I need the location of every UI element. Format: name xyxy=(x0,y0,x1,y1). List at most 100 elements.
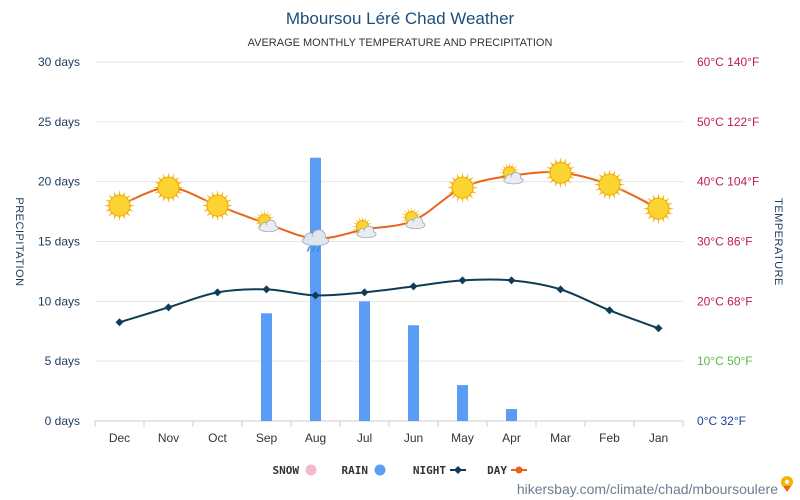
night-point xyxy=(115,318,124,327)
legend-item-snow: SNOW xyxy=(273,464,317,477)
month-label: Sep xyxy=(256,431,278,445)
month-label: Mar xyxy=(550,431,571,445)
sun-disc xyxy=(598,173,621,196)
month-label: Oct xyxy=(208,431,227,445)
left-axis-title: PRECIPITATION xyxy=(13,197,25,286)
cloud-shape xyxy=(258,219,279,233)
chart-title: Mboursou Léré Chad Weather xyxy=(286,9,515,28)
right-tick-label: 30°C 86°F xyxy=(697,235,753,249)
sun-cloud-icon xyxy=(253,209,279,233)
left-tick-label: 0 days xyxy=(45,414,80,428)
sun-disc xyxy=(647,197,670,220)
rain-bar xyxy=(408,325,419,421)
cloud-shape xyxy=(405,216,426,230)
left-tick-label: 10 days xyxy=(38,294,80,308)
cloud-rain-icon xyxy=(301,229,330,252)
cloud-shape xyxy=(503,171,524,185)
month-label: Jun xyxy=(404,431,423,445)
night-point xyxy=(458,276,467,285)
night-point xyxy=(213,288,222,297)
rain-bars xyxy=(261,157,517,421)
legend-swatch xyxy=(305,464,317,476)
month-label: Jan xyxy=(649,431,668,445)
night-point xyxy=(605,306,614,315)
rain-drop xyxy=(306,246,311,252)
sun-icon xyxy=(202,190,233,222)
night-point xyxy=(311,291,320,300)
night-point xyxy=(654,324,663,333)
rain-bar xyxy=(457,385,468,421)
month-label: Apr xyxy=(502,431,521,445)
legend-label: DAY xyxy=(487,464,507,477)
right-tick-label: 40°C 104°F xyxy=(697,175,759,189)
right-tick-label: 60°C 140°F xyxy=(697,55,759,69)
month-labels: Jan Feb Mar Apr May Jun Jul Aug Sep Oct Nov Dec xyxy=(109,431,668,445)
cloud-shape xyxy=(301,229,330,247)
sun-cloud-icon xyxy=(351,215,377,239)
legend-item-day: DAY xyxy=(487,464,527,477)
left-tick-label: 25 days xyxy=(38,115,80,129)
sun-disc xyxy=(157,176,180,199)
night-point xyxy=(409,282,418,291)
night-line xyxy=(119,278,659,330)
rain-bar xyxy=(506,409,517,421)
right-tick-label: 10°C 50°F xyxy=(697,354,753,368)
night-point xyxy=(556,285,565,294)
rain-drop xyxy=(316,246,321,252)
sun-icon xyxy=(643,193,674,225)
right-axis-title: TEMPERATURE xyxy=(772,198,784,286)
sun-disc xyxy=(206,194,229,217)
legend-item-rain: RAIN xyxy=(342,464,386,477)
rain-drop xyxy=(311,246,316,252)
sun-disc xyxy=(549,161,572,184)
month-label: Dec xyxy=(109,431,130,445)
sun-cloud-icon xyxy=(498,161,524,185)
map-pin-icon xyxy=(781,476,793,492)
month-label: Nov xyxy=(158,431,179,445)
weather-icons xyxy=(104,157,674,252)
legend-swatch xyxy=(374,464,386,476)
month-label: Jul xyxy=(357,431,372,445)
rain-bar xyxy=(261,313,272,421)
month-label: May xyxy=(451,431,474,445)
chart-subtitle: AVERAGE MONTHLY TEMPERATURE AND PRECIPIT… xyxy=(248,37,553,49)
legend-label: SNOW xyxy=(273,464,300,477)
night-series xyxy=(115,276,663,333)
legend-marker xyxy=(515,466,523,474)
month-label: Feb xyxy=(599,431,620,445)
rain-bar xyxy=(359,301,370,421)
legend: DAY NIGHT RAIN SNOW xyxy=(273,464,527,477)
source-link[interactable]: hikersbay.com/climate/chad/mboursoulere xyxy=(517,476,793,497)
right-axis-ticks: 0°C 32°F 10°C 50°F 20°C 68°F 30°C 86°F 40°C … xyxy=(697,55,759,428)
sun-icon xyxy=(447,172,478,204)
sun-icon xyxy=(545,157,576,189)
sun-icon xyxy=(153,172,184,204)
left-tick-label: 20 days xyxy=(38,175,80,189)
legend-label: NIGHT xyxy=(413,464,446,477)
grid-lines xyxy=(94,61,684,427)
sun-icon xyxy=(594,169,625,201)
right-tick-label: 0°C 32°F xyxy=(697,414,746,428)
rain-bar xyxy=(310,157,321,421)
legend-item-night: NIGHT xyxy=(413,464,466,477)
sun-disc xyxy=(108,194,131,217)
left-tick-label: 15 days xyxy=(38,235,80,249)
legend-marker xyxy=(454,466,462,474)
left-axis-ticks: 0 days 5 days 10 days 15 days 20 days 25 days… xyxy=(38,55,80,428)
source-text[interactable]: hikersbay.com/climate/chad/mboursoulere xyxy=(517,481,778,497)
night-point xyxy=(262,285,271,294)
sun-cloud-icon xyxy=(400,206,426,230)
left-tick-label: 30 days xyxy=(38,55,80,69)
right-tick-label: 50°C 122°F xyxy=(697,115,759,129)
legend-label: RAIN xyxy=(342,464,369,477)
sun-disc xyxy=(451,176,474,199)
cloud-shape xyxy=(356,225,377,239)
night-point xyxy=(507,276,516,285)
night-point xyxy=(164,303,173,312)
right-tick-label: 20°C 68°F xyxy=(697,294,753,308)
sun-icon xyxy=(104,190,135,222)
month-label: Aug xyxy=(305,431,326,445)
left-tick-label: 5 days xyxy=(45,354,80,368)
night-point xyxy=(360,288,369,297)
